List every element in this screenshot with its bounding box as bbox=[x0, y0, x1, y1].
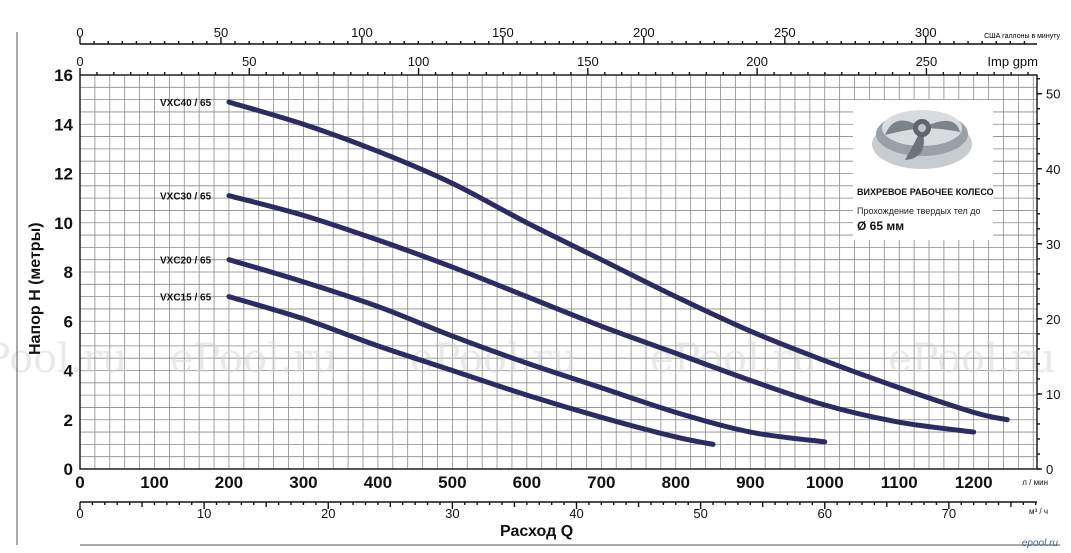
m3h-tick-label: 20 bbox=[321, 506, 335, 521]
y-tick-label: 0 bbox=[64, 460, 73, 479]
series-labels: VXC40 / 65 VXC30 / 65 VXC20 / 65 VXC15 / 65 bbox=[160, 98, 212, 304]
y2-tick-label: 40 bbox=[1046, 162, 1060, 177]
us-tick-label: 150 bbox=[492, 25, 514, 40]
x-tick-label: 100 bbox=[140, 473, 168, 492]
x-tick-label: 700 bbox=[587, 473, 615, 492]
us-tick-label: 200 bbox=[633, 25, 655, 40]
m3h-tick-label: 40 bbox=[569, 506, 583, 521]
x-tick-label: 500 bbox=[438, 473, 466, 492]
imp-tick-label: 150 bbox=[577, 54, 599, 69]
series-line-2 bbox=[226, 193, 977, 435]
curves bbox=[226, 99, 1010, 447]
x-tick-label: 400 bbox=[364, 473, 392, 492]
y2-tick-label: 20 bbox=[1046, 312, 1060, 327]
watermark-text: ePool.ru bbox=[888, 336, 1056, 382]
m3h-tick-label: 10 bbox=[197, 506, 211, 521]
x-tick-label: 1100 bbox=[881, 473, 918, 492]
imp-tick-label: 250 bbox=[916, 54, 938, 69]
y-tick-label: 6 bbox=[64, 312, 73, 331]
m3h-tick-label: 60 bbox=[818, 506, 832, 521]
us-tick-label: 100 bbox=[351, 25, 373, 40]
y-axis-title: Напор H (метры) bbox=[27, 222, 44, 355]
series-label-3: VXC20 / 65 bbox=[160, 256, 212, 267]
x-tick-label: 600 bbox=[513, 473, 541, 492]
y-tick-label: 10 bbox=[54, 214, 73, 233]
x-tick-label: 1200 bbox=[955, 473, 993, 492]
series-label-1: VXC40 / 65 bbox=[160, 98, 212, 109]
m3h-tick-label: 70 bbox=[942, 506, 956, 521]
x-tick-label: 200 bbox=[215, 473, 243, 492]
x-tick-label: 800 bbox=[662, 473, 690, 492]
impeller-inset: ВИХРЕВОЕ РАБОЧЕЕ КОЛЕСО Прохождение твер… bbox=[853, 100, 994, 240]
m3h-tick-label: 50 bbox=[693, 506, 707, 521]
y-tick-label: 16 bbox=[54, 66, 73, 85]
series-line-4 bbox=[226, 294, 716, 447]
y-tick-label: 8 bbox=[64, 263, 73, 282]
y2-tick-label: 50 bbox=[1046, 87, 1060, 102]
m3h-tick-label: 30 bbox=[445, 506, 459, 521]
imp-tick-label: 50 bbox=[242, 54, 256, 69]
watermark-text: ePool.ru bbox=[0, 336, 128, 382]
us-tick-label: 300 bbox=[915, 25, 937, 40]
x-tick-label: 900 bbox=[736, 473, 764, 492]
us-tick-label: 50 bbox=[214, 25, 228, 40]
us-tick-label: 250 bbox=[774, 25, 796, 40]
plot-border bbox=[79, 74, 1038, 470]
inset-diameter: Ø 65 мм bbox=[857, 219, 904, 233]
x-unit-label: л / мин bbox=[1022, 478, 1048, 487]
impeller-icon bbox=[872, 110, 972, 169]
y-tick-label: 2 bbox=[64, 411, 73, 430]
imp-tick-label: 200 bbox=[746, 54, 768, 69]
x-tick-label: 300 bbox=[289, 473, 317, 492]
y-tick-label: 14 bbox=[54, 115, 73, 134]
watermark-text: ePool.ru bbox=[410, 336, 578, 382]
series-line-1 bbox=[226, 99, 1010, 423]
inset-subtitle: Прохождение твердых тел до bbox=[857, 206, 981, 216]
y2-tick-label: 30 bbox=[1046, 237, 1060, 252]
us-tick-label: 0 bbox=[76, 25, 83, 40]
imp-tick-label: 100 bbox=[408, 54, 430, 69]
x-axis-title: Расход Q bbox=[500, 523, 573, 540]
y2-tick-label: 0 bbox=[1046, 462, 1053, 477]
y-tick-label: 4 bbox=[64, 362, 74, 381]
y2-tick-label: 10 bbox=[1046, 387, 1060, 402]
brand-logo: epool.ru bbox=[1022, 538, 1059, 549]
x-tick-label: 1000 bbox=[806, 473, 844, 492]
imp-tick-label: 0 bbox=[76, 54, 83, 69]
m3h-tick-label: 0 bbox=[76, 506, 83, 521]
y-tick-label: 12 bbox=[54, 165, 73, 184]
imp-unit-label: Imp gpm bbox=[987, 54, 1038, 69]
watermark-text: ePool.ru bbox=[170, 336, 338, 382]
series-label-4: VXC15 / 65 bbox=[160, 293, 212, 304]
us-unit-label: США галлоны в минуту bbox=[984, 33, 1060, 40]
series-line-3 bbox=[226, 257, 828, 445]
inset-title: ВИХРЕВОЕ РАБОЧЕЕ КОЛЕСО bbox=[857, 187, 994, 197]
series-label-2: VXC30 / 65 bbox=[160, 192, 212, 203]
x-tick-label: 0 bbox=[75, 473, 84, 492]
m3h-unit-label: м³ / ч bbox=[1029, 507, 1048, 516]
